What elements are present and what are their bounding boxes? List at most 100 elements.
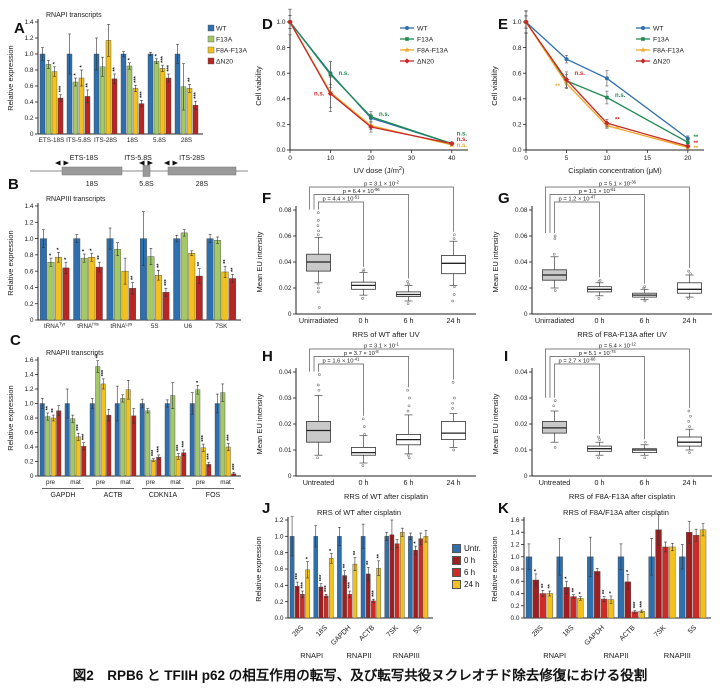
svg-text:0.4: 0.4 (24, 444, 33, 451)
svg-text:0.01: 0.01 (279, 447, 292, 454)
svg-text:Unirradiated: Unirradiated (299, 316, 338, 325)
svg-text:0.2: 0.2 (24, 301, 33, 308)
svg-text:0.2: 0.2 (510, 603, 519, 610)
svg-text:**: ** (131, 275, 137, 280)
svg-text:5.8S: 5.8S (139, 181, 154, 188)
svg-text:0.01: 0.01 (515, 447, 528, 454)
svg-text:ITS-28S: ITS-28S (179, 155, 205, 162)
svg-text:0.2: 0.2 (24, 459, 33, 466)
svg-text:***: *** (167, 64, 173, 71)
svg-text:18S: 18S (127, 137, 138, 144)
svg-text:0.06: 0.06 (515, 233, 528, 240)
svg-text:***: *** (207, 452, 213, 459)
svg-text:mat: mat (120, 479, 131, 486)
svg-text:0 h: 0 h (595, 316, 605, 325)
legend-item: Untr. (452, 542, 518, 554)
svg-text:1.4: 1.4 (24, 19, 33, 26)
svg-text:0.08: 0.08 (279, 207, 292, 214)
svg-text:F13A: F13A (653, 36, 670, 43)
svg-text:F8A-F13A: F8A-F13A (653, 47, 684, 54)
svg-text:**: ** (353, 550, 359, 555)
svg-text:40: 40 (448, 155, 456, 162)
svg-text:***: *** (140, 91, 146, 98)
svg-text:1.0: 1.0 (512, 19, 521, 26)
svg-text:F8A-F13A: F8A-F13A (417, 47, 448, 54)
svg-text:***: *** (76, 423, 82, 430)
svg-text:*: * (306, 556, 312, 559)
svg-text:1.0: 1.0 (276, 19, 285, 26)
svg-text:10: 10 (327, 155, 335, 162)
panel-b-bar-chart: 0 0.2 0.4 0.6 0.8 1.0 1.2 1.4 Relative expressio… (4, 190, 250, 340)
svg-text:18S: 18S (315, 624, 329, 638)
svg-text:24 h: 24 h (447, 478, 461, 487)
svg-text:5S: 5S (151, 323, 159, 330)
svg-text:pre: pre (196, 479, 206, 486)
svg-text:*: * (329, 548, 335, 551)
svg-text:CDKN1A: CDKN1A (149, 492, 178, 499)
legend-label: 0 h (464, 556, 475, 565)
svg-text:6 h: 6 h (404, 316, 414, 325)
svg-text:GAPDH: GAPDH (584, 624, 607, 647)
svg-text:RNAPII: RNAPII (346, 651, 371, 660)
svg-text:6 h: 6 h (640, 316, 650, 325)
svg-text:0.4: 0.4 (276, 96, 285, 103)
svg-text:n.s.: n.s. (457, 143, 468, 149)
svg-text:5: 5 (565, 155, 569, 162)
svg-text:***: *** (161, 55, 167, 62)
svg-text:Cell viability: Cell viability (254, 66, 263, 106)
svg-text:6 h: 6 h (404, 478, 414, 487)
svg-text:1.6: 1.6 (510, 517, 519, 524)
svg-text:p = 3.7 × 10-8: p = 3.7 × 10-8 (344, 349, 379, 357)
svg-text:n.s.: n.s. (379, 112, 390, 118)
svg-text:0.2: 0.2 (512, 122, 521, 129)
svg-text:p = 3.1 × 10-2: p = 3.1 × 10-2 (364, 180, 399, 188)
legend-item: 24 h (452, 578, 518, 590)
svg-text:F13A: F13A (417, 36, 434, 43)
svg-text:p = 1.6 × 10-41: p = 1.6 × 10-41 (323, 356, 361, 364)
svg-text:ETS-18S: ETS-18S (39, 137, 65, 144)
svg-text:1.4: 1.4 (510, 529, 519, 536)
svg-text:0.8: 0.8 (24, 415, 33, 422)
svg-text:ACTB: ACTB (358, 624, 376, 642)
svg-text:U6: U6 (184, 323, 193, 330)
svg-text:**: ** (602, 589, 608, 594)
svg-text:ΔN20: ΔN20 (417, 58, 434, 65)
panel-i-box-plot: 0 0.01 0.02 0.03 0.04 Mean EU intensity Untrea… (488, 342, 720, 502)
svg-text:RNAPIII: RNAPIII (664, 651, 691, 660)
svg-text:1.0: 1.0 (274, 534, 283, 541)
legend-swatch (452, 556, 461, 565)
svg-text:ACTB: ACTB (619, 624, 637, 642)
svg-text:0.8: 0.8 (24, 67, 33, 74)
svg-text:0.8: 0.8 (24, 252, 33, 259)
svg-text:7SK: 7SK (386, 624, 401, 639)
svg-text:tRNATyr: tRNATyr (44, 322, 66, 330)
svg-text:***: *** (633, 601, 639, 608)
svg-text:p = 5.4 × 10-12: p = 5.4 × 10-12 (599, 342, 637, 350)
svg-text:5S: 5S (687, 624, 698, 635)
svg-text:***: *** (82, 433, 88, 440)
svg-text:RRS of WT after cisplatin: RRS of WT after cisplatin (317, 508, 401, 517)
svg-text:1.0: 1.0 (24, 401, 33, 408)
svg-text:p = 2.7 × 10-66: p = 2.7 × 10-66 (559, 356, 597, 364)
svg-text:0: 0 (30, 317, 34, 324)
svg-text:Mean EU intensity: Mean EU intensity (255, 231, 264, 292)
svg-text:0 h: 0 h (359, 478, 369, 487)
svg-text:*: * (80, 65, 86, 68)
svg-text:Mean EU intensity: Mean EU intensity (491, 231, 500, 292)
svg-text:1.6: 1.6 (24, 357, 33, 364)
svg-text:p = 5.1 × 10-74: p = 5.1 × 10-74 (579, 349, 617, 357)
svg-text:0.0: 0.0 (510, 615, 519, 622)
svg-text:18S: 18S (86, 181, 99, 188)
panel-k-bar-chart: 0.0 0.2 0.4 0.6 0.8 1.0 1.2 1.4 1.6 Relative expr… (488, 504, 720, 662)
svg-text:0 h: 0 h (359, 316, 369, 325)
svg-text:*: * (56, 247, 62, 250)
svg-text:Cell viability: Cell viability (490, 66, 499, 106)
svg-text:0.8: 0.8 (274, 550, 283, 557)
svg-text:28S: 28S (181, 137, 192, 144)
svg-text:RRS of F8A-F13A after cisplati: RRS of F8A-F13A after cisplatin (569, 492, 675, 501)
svg-text:**: ** (615, 127, 620, 133)
panel-e-line-chart: 0.0 0.2 0.4 0.6 0.8 1.0 0 5 10 15 20 Cisplatin conc… (488, 8, 720, 176)
svg-text:*: * (626, 569, 632, 572)
svg-text:**: ** (223, 259, 229, 264)
legend-swatch (452, 580, 461, 589)
